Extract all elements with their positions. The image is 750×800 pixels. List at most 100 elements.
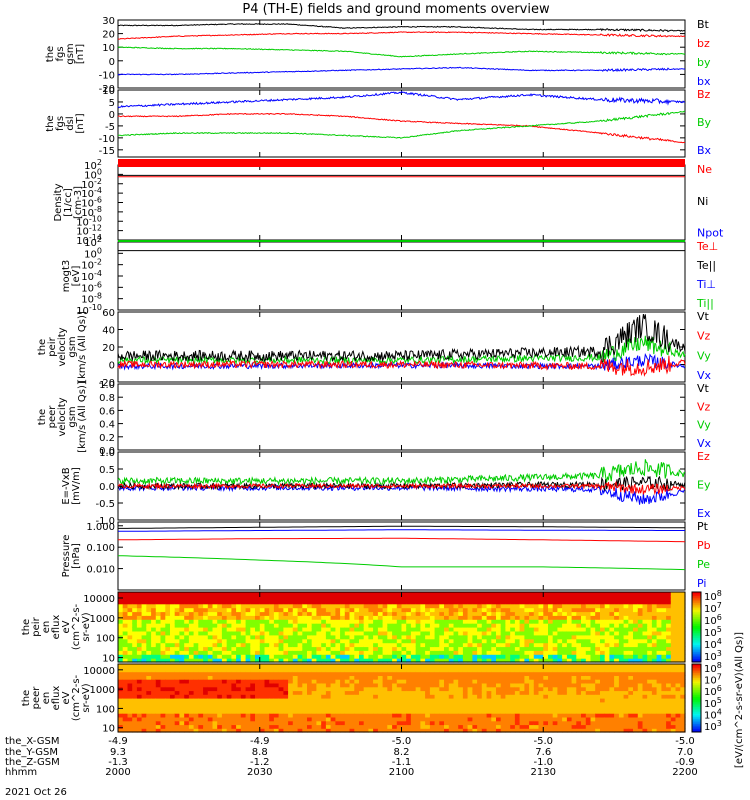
heatmap-cell [462, 671, 469, 676]
heatmap-cell [415, 694, 421, 699]
heatmap-cell [467, 705, 473, 710]
heatmap-cell [486, 709, 492, 714]
heatmap-cell [670, 701, 677, 707]
heatmap-cell [529, 675, 535, 680]
colorbar-step [692, 669, 701, 672]
heatmap-cell [359, 694, 365, 699]
heatmap-cell [396, 630, 403, 636]
heatmap-cell [600, 623, 606, 628]
heatmap-cell [392, 705, 398, 710]
y-tick-label: 10000 [83, 666, 115, 677]
legend-Ti||: Ti|| [696, 297, 714, 310]
heatmap-cell [387, 658, 393, 663]
heatmap-cell [212, 654, 218, 659]
colorbar-step [692, 635, 701, 639]
heatmap-cell [221, 716, 228, 722]
heatmap-cell [524, 694, 530, 699]
heatmap-cell [585, 701, 592, 707]
heatmap-cell [519, 716, 525, 722]
heatmap-cell [415, 611, 421, 616]
heatmap-cell [566, 638, 573, 644]
heatmap-cell [661, 671, 667, 676]
heatmap-cell [292, 595, 299, 601]
heatmap-cell [595, 728, 601, 733]
heatmap-cell [330, 599, 336, 605]
heatmap-cell [614, 686, 620, 692]
heatmap-cell [278, 607, 284, 613]
heatmap-cell [250, 619, 256, 624]
heatmap-cell [396, 675, 403, 680]
heatmap-cell [600, 611, 606, 616]
heatmap-cell [661, 646, 667, 651]
heatmap-cell [170, 654, 176, 659]
heatmap-cell [670, 658, 677, 663]
heatmap-cell [406, 705, 412, 710]
heatmap-cell [212, 630, 218, 636]
heatmap-cell [311, 615, 317, 620]
colorbar-step [692, 607, 701, 611]
heatmap-cell [207, 627, 214, 632]
heatmap-cell [316, 705, 322, 710]
heatmap-cell [633, 667, 639, 673]
heatmap-cell [533, 679, 540, 684]
heatmap-cell [666, 619, 672, 624]
heatmap-cell [401, 634, 407, 640]
x-tick-label: 8.2 [394, 747, 410, 758]
y-tick-label: 0.2 [99, 433, 115, 444]
heatmap-cell [217, 720, 223, 726]
heatmap-cell [600, 654, 606, 659]
heatmap-cell [292, 664, 299, 669]
heatmap-cell [396, 679, 403, 684]
heatmap-cell [354, 642, 360, 648]
heatmap-cell [231, 619, 237, 624]
heatmap-cell [651, 675, 658, 680]
heatmap-cell [288, 634, 294, 640]
heatmap-cell [637, 611, 644, 616]
heatmap-cell [245, 664, 251, 669]
heatmap-cell [179, 686, 185, 692]
heatmap-cell [174, 619, 180, 624]
heatmap-cell [566, 658, 573, 663]
heatmap-cell [429, 671, 436, 676]
heatmap-cell [221, 701, 228, 707]
heatmap-cell [184, 599, 190, 605]
heatmap-cell [368, 623, 374, 628]
heatmap-cell [203, 682, 209, 688]
heatmap-cell [618, 615, 625, 620]
heatmap-cell [382, 642, 388, 648]
heatmap-cell [637, 658, 644, 663]
heatmap-cell [278, 615, 284, 620]
heatmap-cell [401, 709, 407, 714]
heatmap-cell [505, 724, 511, 729]
heatmap-cell [434, 701, 440, 707]
heatmap-cell [651, 642, 658, 648]
heatmap-cell [269, 630, 275, 636]
heatmap-cell [141, 650, 147, 655]
heatmap-cell [557, 619, 563, 624]
heatmap-cell [382, 682, 388, 688]
heatmap-cell [354, 592, 360, 597]
heatmap-cell [292, 638, 299, 644]
heatmap-cell [382, 630, 388, 636]
heatmap-cell [642, 694, 648, 699]
heatmap-cell [425, 638, 431, 644]
heatmap-cell [170, 638, 176, 644]
heatmap-cell [349, 698, 355, 703]
heatmap-cell [680, 701, 686, 707]
heatmap-cell [255, 713, 261, 718]
heatmap-cell [472, 627, 478, 632]
heatmap-cell [661, 728, 667, 733]
heatmap-cell [255, 675, 261, 680]
heatmap-cell [340, 611, 346, 616]
heatmap-cell [330, 667, 336, 673]
heatmap-cell [160, 623, 166, 628]
heatmap-cell [538, 686, 544, 692]
heatmap-cell [496, 619, 502, 624]
heatmap-cell [458, 682, 464, 688]
heatmap-cell [359, 642, 365, 648]
heatmap-cell [307, 627, 313, 632]
y-tick-label: 10-2 [81, 258, 102, 272]
heatmap-cell [500, 682, 506, 688]
heatmap-cell [354, 619, 360, 624]
heatmap-cell [344, 675, 351, 680]
